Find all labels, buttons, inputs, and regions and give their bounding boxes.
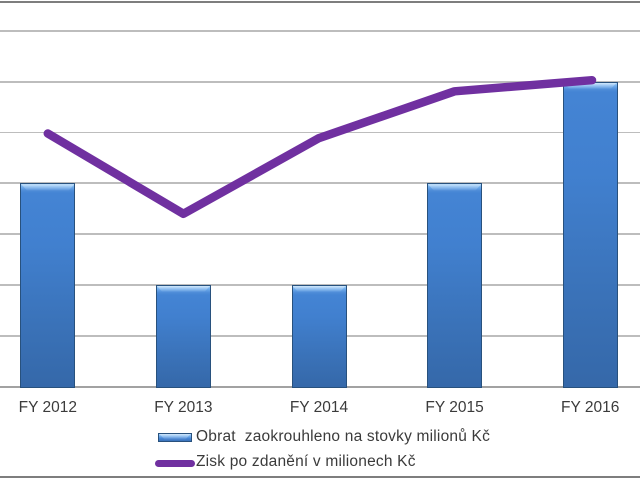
gridline [0, 182, 640, 185]
bar-fy-2012[interactable] [20, 183, 76, 388]
gridline [0, 131, 640, 134]
line-swatch-icon [155, 459, 195, 467]
x-axis-label-fy-2016: FY 2016 [561, 399, 620, 416]
gridline [0, 233, 640, 236]
legend-label-turnover: Obrat zaokrouhleno na stovky milionů Kč [196, 428, 491, 445]
gridline [0, 80, 640, 83]
gridline [0, 284, 640, 286]
gridline [0, 29, 640, 32]
x-axis-label-fy-2013: FY 2013 [154, 399, 213, 416]
bar-fy-2013[interactable] [155, 284, 211, 388]
chart-border-top [0, 1, 640, 3]
bar-fy-2014[interactable] [291, 284, 347, 388]
legend-label-profit: Zisk po zdanění v milionech Kč [196, 452, 416, 470]
bar-fy-2015[interactable] [427, 183, 483, 388]
legend-item-profit[interactable]: Zisk po zdanění v milionech Kč [0, 453, 640, 471]
profit-line-series[interactable] [43, 75, 597, 219]
bar-fy-2016[interactable] [562, 81, 618, 388]
legend-item-turnover[interactable]: Obrat zaokrouhleno na stovky milionů Kč [0, 428, 640, 446]
x-axis-label-fy-2015: FY 2015 [425, 399, 484, 416]
x-axis-label-fy-2012: FY 2012 [18, 399, 77, 416]
chart-border-bottom [0, 476, 640, 478]
bar-swatch-icon [158, 432, 192, 442]
x-axis-label-fy-2014: FY 2014 [289, 399, 349, 416]
